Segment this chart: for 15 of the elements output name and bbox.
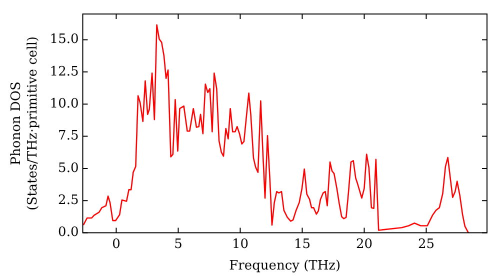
- y-axis-title: Phonon DOS (States/THz·primitive cell): [8, 36, 41, 210]
- y-tick-label: 12.5: [50, 64, 79, 80]
- x-tick-label: 20: [356, 236, 373, 252]
- x-axis-title: Frequency (THz): [229, 258, 341, 274]
- x-tick-label: 15: [294, 236, 311, 252]
- y-tick-label: 0.0: [58, 225, 79, 240]
- x-tick-label: 0: [112, 236, 120, 252]
- y-tick-label: 10.0: [50, 96, 79, 112]
- x-tick-label: 5: [174, 236, 182, 252]
- y-tick-label: 2.5: [58, 193, 79, 208]
- y-tick-label: 15.0: [50, 32, 79, 48]
- y-tick-label: 5.0: [58, 160, 79, 176]
- x-tick-label: 25: [418, 236, 435, 252]
- x-tick-label: 10: [232, 236, 249, 252]
- y-tick-label: 7.5: [58, 128, 79, 144]
